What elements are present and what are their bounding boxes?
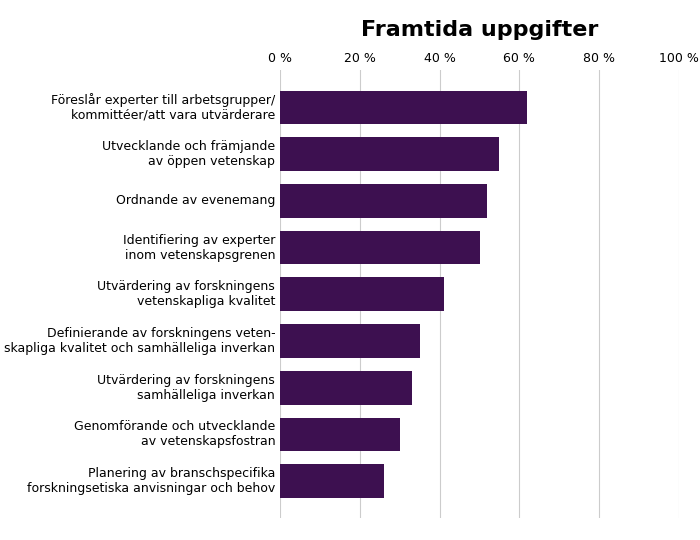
Bar [280, 324, 419, 358]
Bar [280, 231, 480, 265]
Bar [280, 371, 412, 404]
Bar [280, 184, 487, 218]
Bar [280, 91, 527, 124]
Bar [280, 278, 444, 311]
Bar [280, 417, 400, 451]
Bar [280, 464, 384, 498]
Bar [280, 137, 500, 171]
Title: Framtida uppgifter: Framtida uppgifter [360, 19, 598, 39]
